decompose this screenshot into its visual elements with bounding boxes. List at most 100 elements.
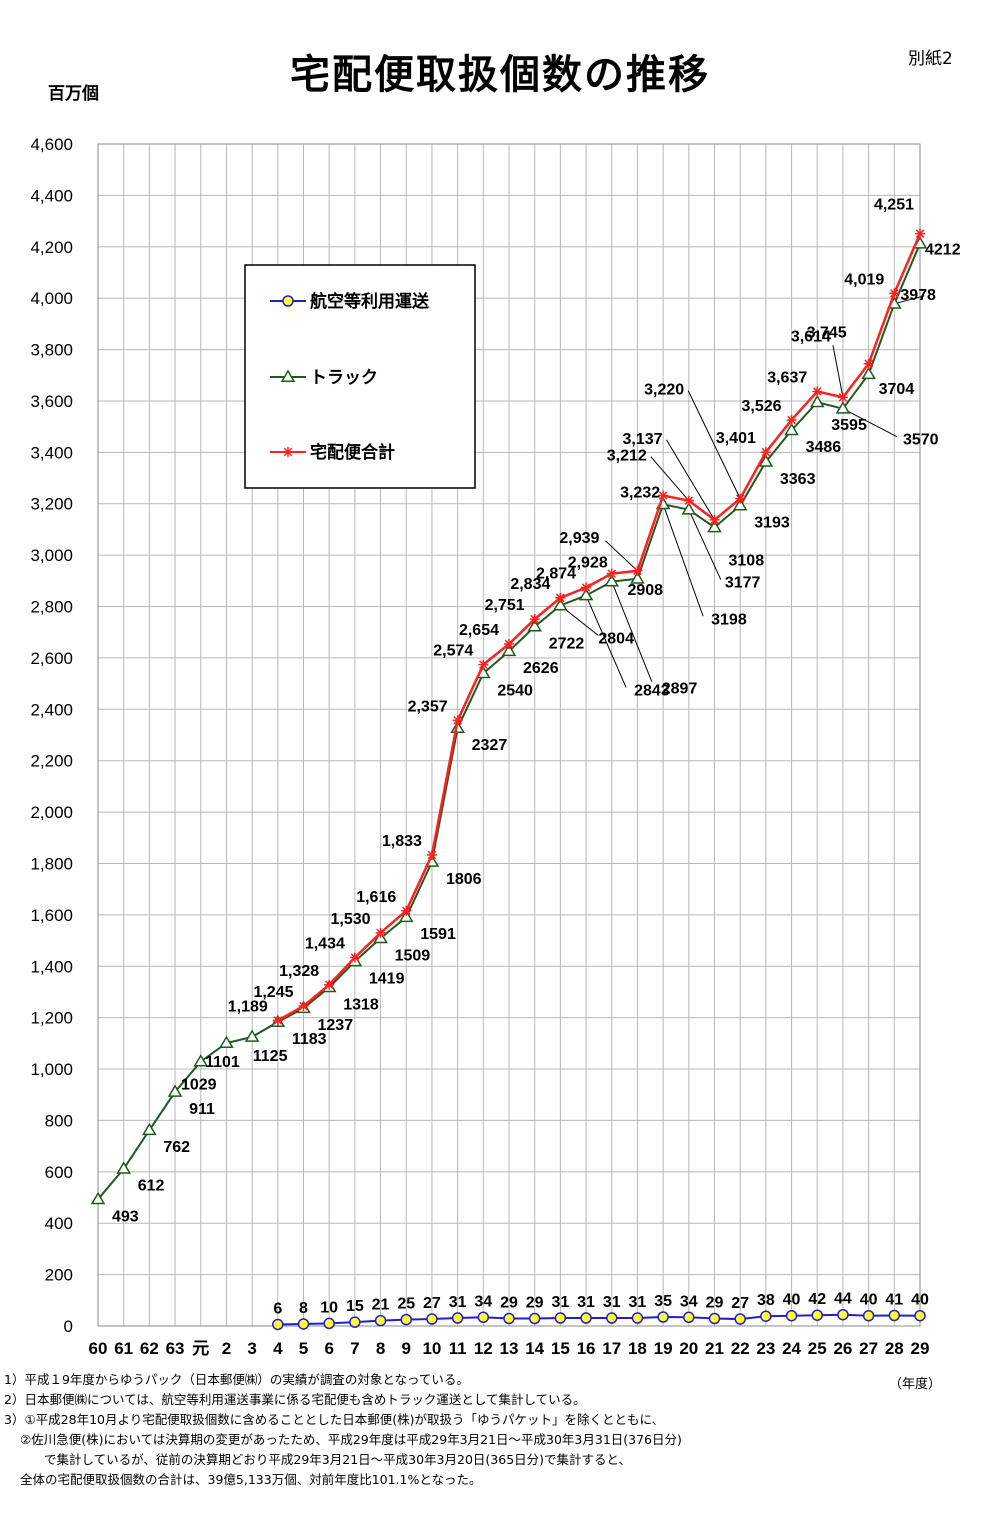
data-label: 1,245 <box>253 984 293 1001</box>
y-tick-label: 2,400 <box>30 700 73 719</box>
data-labels: 6810152125273134292931313131353429273840… <box>112 197 961 1318</box>
series-point <box>812 386 822 396</box>
data-label: 762 <box>163 1139 190 1156</box>
x-tick-label: 25 <box>808 1339 827 1358</box>
y-tick-label: 4,400 <box>30 186 73 205</box>
data-label: 1,328 <box>279 963 319 980</box>
x-tick-label: 19 <box>654 1339 673 1358</box>
x-tick-label: 61 <box>114 1339 133 1358</box>
series-point <box>658 1312 668 1322</box>
data-label: 2722 <box>549 636 585 653</box>
data-label: 2,357 <box>408 698 448 715</box>
data-label: 3704 <box>879 381 915 398</box>
series-point <box>427 1314 437 1324</box>
y-tick-label: 1,000 <box>30 1060 73 1079</box>
series-point <box>787 1311 797 1321</box>
data-label: 40 <box>911 1292 929 1309</box>
footnote-3: 3）①平成28年10月より宅配便取扱個数に含めることとした日本郵便(株)が取扱う… <box>4 1409 664 1428</box>
series-point <box>324 980 334 990</box>
data-label: 34 <box>474 1293 492 1310</box>
data-label: 1,616 <box>356 889 396 906</box>
data-label: 3108 <box>729 552 765 569</box>
series-point <box>915 1311 925 1321</box>
series-point <box>427 850 437 860</box>
series-point <box>735 1314 745 1324</box>
data-label: 911 <box>189 1101 215 1118</box>
data-label: 31 <box>629 1294 647 1311</box>
x-tick-label: 21 <box>705 1339 724 1358</box>
data-label: 3177 <box>725 575 761 592</box>
data-label: 27 <box>423 1295 441 1312</box>
series-point <box>246 1031 258 1041</box>
x-tick-label: 22 <box>731 1339 750 1358</box>
data-label: 1591 <box>420 926 456 943</box>
series-point <box>838 392 848 402</box>
x-tick-label: 27 <box>859 1339 878 1358</box>
series-point <box>581 583 591 593</box>
series-point <box>710 515 720 525</box>
series-point <box>735 494 745 504</box>
data-label: 41 <box>885 1291 903 1308</box>
x-axis-label: （年度） <box>889 1376 941 1391</box>
data-label: 3,137 <box>622 431 662 448</box>
series-point <box>787 415 797 425</box>
x-tick-label: 5 <box>299 1339 308 1358</box>
x-tick-label: 63 <box>166 1339 185 1358</box>
x-tick-label: 元 <box>192 1339 209 1358</box>
series-point <box>607 569 617 579</box>
data-label: 2,654 <box>459 622 499 639</box>
data-label: 2,574 <box>433 643 473 660</box>
series-point <box>350 1317 360 1327</box>
data-label: 35 <box>654 1293 672 1310</box>
leader-line <box>663 504 703 616</box>
data-label: 44 <box>834 1291 852 1308</box>
x-tick-label: 62 <box>140 1339 159 1358</box>
data-label: 40 <box>783 1292 801 1309</box>
data-label: 3,637 <box>767 369 807 386</box>
series-point <box>401 906 411 916</box>
series-point <box>632 566 642 576</box>
x-tick-label: 23 <box>756 1339 775 1358</box>
data-label: 1,833 <box>382 833 422 850</box>
data-label: 8 <box>299 1300 308 1317</box>
footnote-2: 2）日本郵便㈱については、航空等利用運送事業に係る宅配便も含めトラック運送として… <box>4 1389 586 1408</box>
y-tick-label: 1,800 <box>30 854 73 873</box>
x-tick-label: 13 <box>500 1339 519 1358</box>
data-label: 40 <box>860 1292 878 1309</box>
y-tick-label: 1,600 <box>30 906 73 925</box>
data-label: 6 <box>273 1300 282 1317</box>
data-label: 4212 <box>925 242 961 259</box>
y-tick-label: 3,200 <box>30 495 73 514</box>
data-label: 31 <box>603 1294 621 1311</box>
x-tick-label: 17 <box>602 1339 621 1358</box>
data-label: 2626 <box>523 660 559 677</box>
data-label: 3978 <box>900 287 936 304</box>
y-tick-label: 0 <box>64 1317 73 1336</box>
data-label: 3363 <box>780 471 816 488</box>
data-label: 2,751 <box>485 597 525 614</box>
series-point <box>889 288 899 298</box>
data-label: 1029 <box>181 1077 217 1094</box>
data-label: 10 <box>320 1299 338 1316</box>
x-tick-label: 6 <box>324 1339 333 1358</box>
series-point <box>453 1313 463 1323</box>
legend-label: トラック <box>310 368 378 387</box>
series-point <box>889 1310 899 1320</box>
data-label: 2804 <box>598 630 634 647</box>
data-label: 27 <box>731 1295 749 1312</box>
data-label: 3,212 <box>607 448 647 465</box>
data-label: 3193 <box>754 515 790 532</box>
x-tick-label: 60 <box>89 1339 108 1358</box>
series-point <box>299 1319 309 1329</box>
series-point <box>273 1319 283 1329</box>
data-label: 4,019 <box>844 271 884 288</box>
data-label: 3595 <box>831 417 867 434</box>
series-point <box>401 1315 411 1325</box>
x-tick-label: 9 <box>402 1339 411 1358</box>
data-label: 1125 <box>253 1048 288 1065</box>
series-point <box>581 1313 591 1323</box>
data-label: 25 <box>397 1296 415 1313</box>
data-label: 1806 <box>446 871 482 888</box>
data-label: 2540 <box>497 682 533 699</box>
footnote-5: で集計しているが、従前の決算期どおり平成29年3月21日～平成30年3月20日(… <box>44 1449 631 1468</box>
